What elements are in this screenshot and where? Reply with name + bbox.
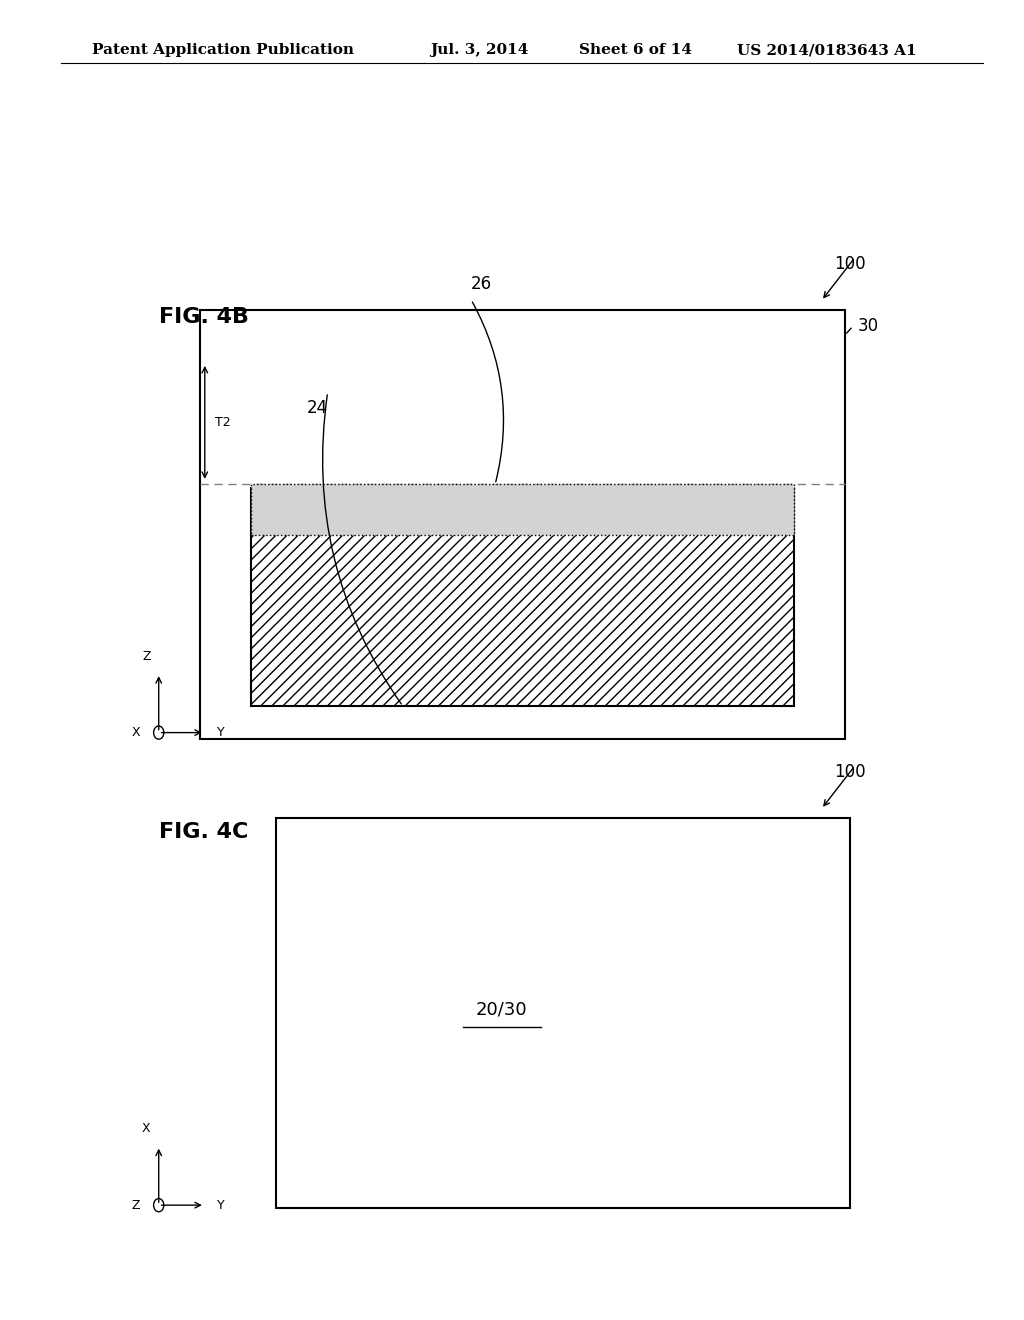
Text: Sheet 6 of 14: Sheet 6 of 14 xyxy=(579,44,691,57)
Text: FIG. 4C: FIG. 4C xyxy=(159,821,248,842)
Text: Y: Y xyxy=(217,726,224,739)
Text: Z: Z xyxy=(132,1199,140,1212)
Text: 100: 100 xyxy=(835,763,865,781)
Text: Jul. 3, 2014: Jul. 3, 2014 xyxy=(430,44,528,57)
Bar xyxy=(276,818,850,1208)
Text: X: X xyxy=(142,1122,151,1135)
Text: US 2014/0183643 A1: US 2014/0183643 A1 xyxy=(737,44,916,57)
Bar xyxy=(251,488,794,706)
Text: FIG. 4B: FIG. 4B xyxy=(159,306,249,327)
Text: 30: 30 xyxy=(858,317,880,335)
Text: Y: Y xyxy=(217,1199,224,1212)
Text: 24: 24 xyxy=(307,399,328,417)
Text: 100: 100 xyxy=(835,255,865,273)
Text: T2: T2 xyxy=(215,416,230,429)
Text: 26: 26 xyxy=(471,275,492,293)
Text: X: X xyxy=(132,726,140,739)
Bar xyxy=(200,310,845,739)
Text: 20/30: 20/30 xyxy=(476,1001,527,1019)
Text: 20: 20 xyxy=(475,578,498,597)
Text: Z: Z xyxy=(142,649,151,663)
Text: Patent Application Publication: Patent Application Publication xyxy=(92,44,354,57)
Bar xyxy=(251,484,794,535)
